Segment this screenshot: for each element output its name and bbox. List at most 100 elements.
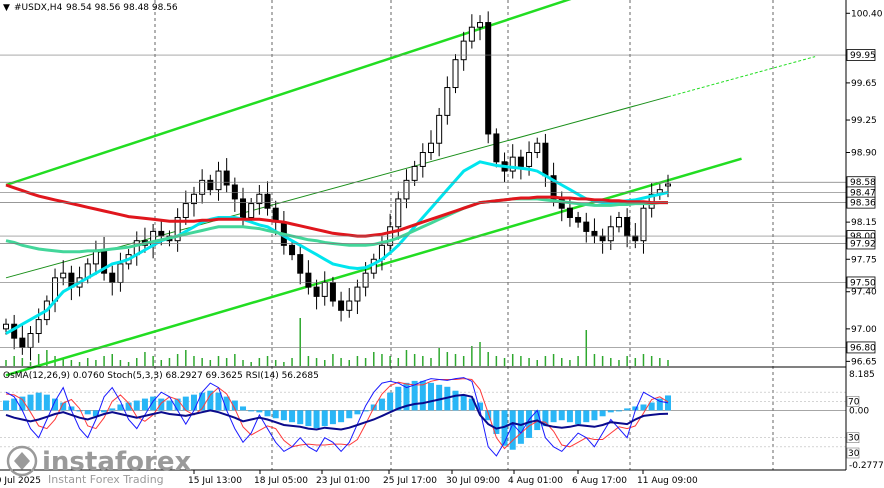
candle-bear — [329, 281, 336, 302]
candle-bear — [231, 184, 238, 200]
candle-bull — [477, 22, 484, 28]
osma-bar — [632, 406, 639, 411]
osma-bar — [43, 394, 50, 411]
osma-bar — [289, 410, 296, 423]
ma-slow-line — [5, 183, 668, 238]
candle-bear — [575, 216, 582, 223]
osma-bar — [166, 400, 173, 411]
osma-bar — [648, 402, 655, 411]
osma-bar — [329, 410, 336, 425]
price-box-label: 98.47 — [850, 188, 876, 198]
candle-bull — [354, 286, 361, 302]
oscillator-axis: 8.185 0.00 -0.2777 70 30 30 — [846, 370, 884, 471]
osma-bar — [297, 410, 304, 425]
candle-bear — [223, 170, 230, 186]
price-box-label: 97.92 — [850, 239, 876, 249]
oscillator-level-box — [846, 447, 860, 459]
chart-symbol: #USDX,H4 — [14, 3, 63, 13]
osma-bar — [615, 410, 622, 412]
osma-bar — [35, 392, 42, 411]
price-tick-label: 98.15 — [851, 218, 877, 228]
osma-bar — [248, 410, 255, 412]
osma-bar — [436, 384, 443, 411]
time-tick-label: 4 Aug 01:00 — [508, 476, 563, 486]
candle-bull — [615, 216, 622, 228]
osma-bar — [19, 396, 26, 411]
candle-bull — [436, 114, 443, 144]
candle-bull — [444, 87, 451, 116]
osma-bar — [321, 410, 328, 427]
indicator-header: OsMA(12,26,9) 0.0760 Stoch(5,3,3) 68.292… — [3, 371, 319, 381]
osma-bar — [477, 402, 484, 411]
channel-upper-line[interactable] — [5, 0, 668, 187]
candle-bear — [158, 230, 165, 237]
candle-bear — [297, 254, 304, 274]
osma-bar — [542, 410, 549, 427]
osma-bar — [117, 404, 124, 411]
candle-bear — [624, 216, 631, 237]
osma-bar — [141, 398, 148, 411]
oscillator-tick-label: 0.00 — [849, 406, 869, 416]
osma-bar — [84, 410, 91, 415]
candle-bull — [215, 170, 222, 191]
candle-bull — [60, 272, 67, 279]
osma-bar — [387, 392, 394, 411]
price-tick-label: 98.90 — [851, 149, 877, 159]
stoch-main-line — [5, 377, 669, 457]
candle-bull — [27, 333, 34, 348]
candle-bear — [583, 221, 590, 232]
osma-bar — [575, 410, 582, 425]
candle-bull — [403, 179, 410, 200]
candle-bear — [240, 198, 247, 218]
osma-bar — [419, 380, 426, 411]
moving-averages — [5, 160, 669, 335]
osma-bar — [305, 410, 312, 427]
logo-name: instaforex — [42, 447, 192, 477]
osma-bar — [264, 410, 271, 417]
time-tick-label: 25 Jul 17:00 — [383, 476, 437, 486]
osma-bar — [3, 400, 9, 411]
channel-mid-extension[interactable] — [667, 56, 816, 98]
osma-bar — [133, 400, 140, 411]
time-tick-label: 11 Aug 09:00 — [637, 476, 698, 486]
chart-ohlc: 98.54 98.56 98.48 98.56 — [66, 3, 178, 13]
ma-fast-line — [5, 160, 669, 335]
osma-bar — [403, 382, 410, 411]
osma-bar — [158, 398, 165, 411]
price-box-label: 97.50 — [850, 278, 876, 288]
candle-bear — [550, 175, 557, 200]
osma-bar — [599, 410, 606, 417]
price-tick-label: 99.65 — [851, 79, 877, 89]
osma-bar — [665, 395, 671, 411]
candle-bull — [509, 156, 516, 172]
candle-bull — [607, 226, 614, 242]
osma-bar — [501, 410, 508, 446]
osma-bar — [558, 410, 565, 421]
osma-bar — [591, 410, 598, 421]
candle-bull — [526, 152, 533, 167]
candle-bear — [338, 300, 345, 311]
osma-bar — [280, 410, 287, 421]
candle-bear — [542, 142, 549, 177]
price-box — [846, 341, 876, 354]
price-axis: 100.40 99.65 99.25 98.90 98.15 97.75 97.40 97.0… — [846, 9, 883, 367]
candle-bear — [313, 286, 320, 297]
candles — [3, 11, 671, 361]
price-tick-label: 99.25 — [851, 116, 877, 126]
candle-bear — [109, 272, 116, 283]
candle-bull — [640, 207, 647, 242]
osma-bar — [207, 390, 214, 411]
rsi-line — [5, 393, 669, 431]
candle-bull — [419, 152, 426, 167]
price-box-label: 98.00 — [850, 232, 876, 242]
osma-bar — [395, 386, 402, 411]
osma-bar — [313, 410, 320, 429]
candle-bull — [665, 183, 671, 187]
candle-bear — [632, 235, 639, 242]
candle-bull — [460, 40, 467, 61]
osma-bar — [550, 410, 557, 423]
price-box-label: 98.58 — [850, 178, 876, 188]
osma-bar — [256, 410, 263, 413]
